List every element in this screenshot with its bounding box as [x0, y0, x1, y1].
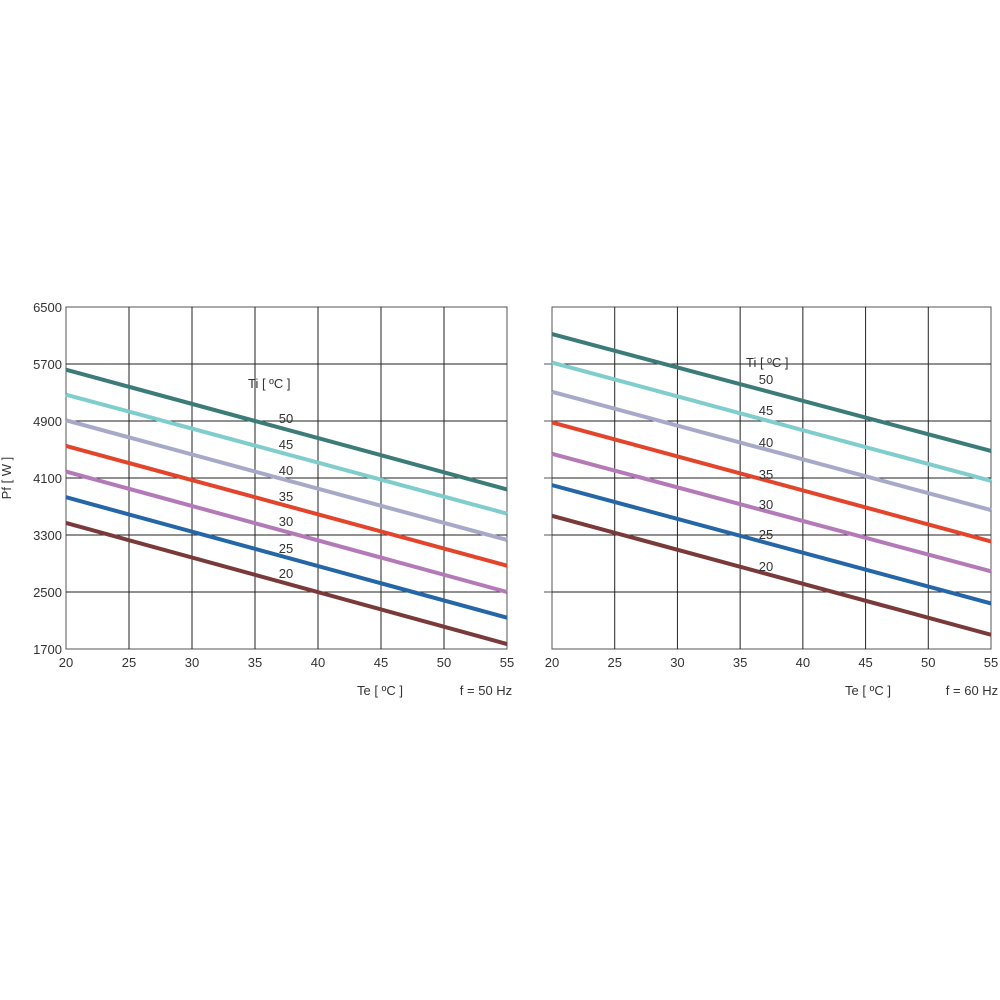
- series-line-ti-20: [65, 520, 508, 646]
- frequency-label: f = 60 Hz: [946, 683, 998, 698]
- x-tick-label: 30: [670, 655, 684, 670]
- y-tick-label: 4100: [33, 471, 62, 486]
- x-tick-label: 55: [500, 655, 514, 670]
- y-tick-label: 5700: [33, 357, 62, 372]
- series-label-ti-30: 30: [759, 497, 773, 512]
- x-tick-label: 35: [248, 655, 262, 670]
- chart-panel-1: 20 25 30 35 40 45 50 55 1700 2500 3300 4100 4900 5700…: [33, 300, 514, 698]
- series-line-ti-35: [551, 420, 992, 544]
- y-axis-label: Pf [ W ]: [0, 457, 14, 500]
- series-line-ti-50: [65, 367, 508, 492]
- series-label-ti-35: 35: [279, 489, 293, 504]
- x-tick-label: 50: [437, 655, 451, 670]
- x-tick-label: 40: [311, 655, 325, 670]
- series-line-ti-50: [551, 332, 992, 453]
- series-line-ti-45: [65, 392, 508, 516]
- series-label-ti-25: 25: [759, 527, 773, 542]
- x-tick-label: 45: [374, 655, 388, 670]
- series-line-ti-40: [65, 418, 508, 542]
- frequency-label: f = 50 Hz: [460, 683, 512, 698]
- series-line-ti-25: [551, 483, 992, 606]
- series-label-ti-25: 25: [279, 541, 293, 556]
- x-tick-label: 30: [185, 655, 199, 670]
- series-line-ti-35: [65, 444, 508, 568]
- series-line-ti-30: [551, 451, 992, 574]
- x-tick-label: 55: [984, 655, 998, 670]
- y-tick-label: 4900: [33, 414, 62, 429]
- legend-title: Ti [ ºC ]: [248, 376, 291, 391]
- y-tick-label: 2500: [33, 585, 62, 600]
- series-label-ti-30: 30: [279, 514, 293, 529]
- x-tick-label: 25: [607, 655, 621, 670]
- series-label-ti-50: 50: [759, 372, 773, 387]
- x-tick-label: 25: [122, 655, 136, 670]
- x-tick-label: 50: [921, 655, 935, 670]
- series-label-ti-20: 20: [279, 566, 293, 581]
- x-tick-label: 45: [858, 655, 872, 670]
- x-tick-label: 35: [733, 655, 747, 670]
- series-line-ti-25: [65, 495, 508, 620]
- series-line-ti-45: [551, 360, 992, 483]
- x-tick-label: 20: [545, 655, 559, 670]
- series-label-ti-35: 35: [759, 467, 773, 482]
- y-tick-label: 3300: [33, 528, 62, 543]
- x-tick-label: 40: [796, 655, 810, 670]
- series-line-ti-40: [551, 389, 992, 512]
- x-tick-label: 20: [59, 655, 73, 670]
- y-tick-label: 1700: [33, 642, 62, 657]
- series-label-ti-20: 20: [759, 559, 773, 574]
- y-tick-label: 6500: [33, 300, 62, 315]
- legend-title: Ti [ ºC ]: [746, 355, 789, 370]
- series-line-ti-30: [65, 469, 508, 594]
- x-axis-label: Te [ ºC ]: [357, 683, 403, 698]
- series-label-ti-40: 40: [279, 463, 293, 478]
- series-label-ti-40: 40: [759, 435, 773, 450]
- chart-panel-2: 20 25 30 35 40 45 50 55 Ti [ ºC ] 50 45 40 35 30 25 20 T…: [544, 306, 998, 698]
- x-axis-label: Te [ ºC ]: [845, 683, 891, 698]
- series-label-ti-50: 50: [279, 411, 293, 426]
- series-label-ti-45: 45: [279, 437, 293, 452]
- series-line-ti-20: [551, 513, 992, 637]
- series-label-ti-45: 45: [759, 403, 773, 418]
